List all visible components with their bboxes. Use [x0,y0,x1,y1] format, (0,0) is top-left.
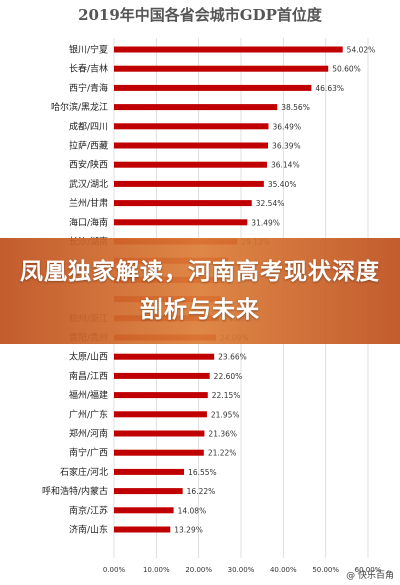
bar [114,142,269,149]
bar [114,449,204,456]
category-label: 哈尔滨/黑龙江 [51,101,108,113]
category-label: 福州/福建 [69,389,108,401]
category-label: 呼和浩特/内蒙古 [42,485,108,497]
bar [114,488,183,495]
watermark: @ 快乐百角 [346,571,394,581]
headline-banner[interactable]: 凤凰独家解读，河南高考现状深度剖析与未来 [0,238,400,344]
category-label: 海口/海南 [69,216,108,228]
value-label: 21.36% [208,430,237,439]
value-label: 16.55% [188,468,217,477]
bar [114,84,312,91]
value-label: 21.22% [208,449,237,458]
value-label: 22.60% [214,372,243,381]
value-label: 38.56% [281,103,310,112]
bar [114,65,329,72]
category-label: 长春/吉林 [69,63,108,75]
category-label: 兰州/甘肃 [69,197,108,209]
bar [114,46,343,53]
value-label: 50.60% [332,65,361,74]
value-label: 21.95% [211,410,240,419]
value-label: 22.15% [212,391,241,400]
x-tick-label: 20.00% [185,566,212,574]
bar [114,430,205,437]
category-label: 成都/四川 [69,120,108,132]
category-label: 广州/广东 [69,408,108,420]
value-label: 36.39% [272,142,301,151]
category-label: 西宁/青海 [69,82,108,94]
x-tick-label: 30.00% [228,566,255,574]
bar [114,180,264,187]
bar [114,468,185,475]
value-label: 36.49% [272,122,301,131]
value-label: 14.08% [178,506,207,515]
category-label: 南京/江苏 [69,504,108,516]
value-label: 36.14% [271,161,300,170]
bar [114,104,278,111]
category-label: 西安/陕西 [69,159,108,171]
bar [114,200,252,207]
chart-title: 2019年中国各省会城市GDP首位度 [78,6,322,24]
category-label: 南宁/广西 [69,447,108,459]
value-label: 13.29% [174,526,203,535]
x-tick-label: 50.00% [312,566,339,574]
category-label: 郑州/河南 [69,428,108,440]
x-tick-label: 0.00% [103,566,126,574]
category-label: 石家庄/河北 [60,466,108,478]
bar [114,392,208,399]
bar [114,161,267,168]
value-label: 32.54% [256,199,285,208]
value-label: 16.22% [187,487,216,496]
value-label: 54.02% [347,46,376,55]
x-tick-label: 40.00% [270,566,297,574]
x-tick-label: 60.00% [355,566,382,574]
category-label: 银川/宁夏 [69,44,108,56]
value-label: 35.40% [268,180,297,189]
bar [114,411,207,418]
category-label: 太原/山西 [69,351,108,363]
headline-text: 凤凰独家解读，河南高考现状深度剖析与未来 [20,259,380,323]
value-label: 46.63% [315,84,344,93]
bar [114,219,248,226]
bar [114,526,171,533]
value-label: 23.66% [218,353,247,362]
bar [114,353,215,360]
x-tick-label: 10.00% [143,566,170,574]
bar [114,507,174,514]
category-label: 南昌/江西 [69,370,108,382]
category-label: 拉萨/西藏 [69,140,108,152]
bar [114,123,269,130]
value-label: 31.49% [251,218,280,227]
category-label: 武汉/湖北 [69,178,108,190]
category-label: 济南/山东 [69,524,108,536]
bar [114,372,210,379]
